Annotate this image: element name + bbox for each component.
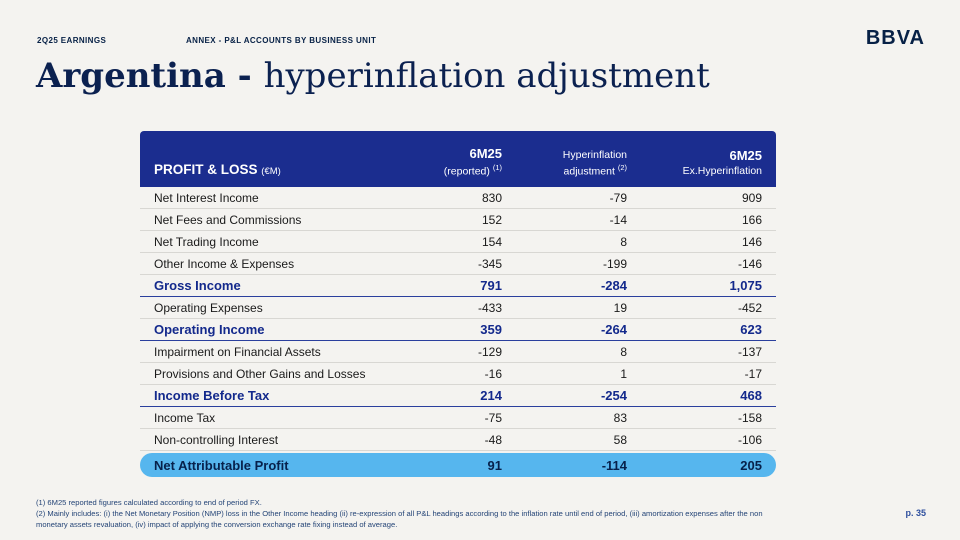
header-adjustment-line2: adjustment (2) [502, 163, 627, 179]
cell-adjustment: 19 [613, 300, 627, 315]
header-adjustment-line1: Hyperinflation [562, 149, 627, 162]
cell-reported: -433 [477, 300, 502, 315]
cell-reported: 791 [480, 278, 502, 293]
cell-adjustment: -79 [609, 190, 627, 205]
cell-adjustment: 83 [613, 410, 627, 425]
header-currency-unit: (€M) [261, 166, 281, 178]
table-row: Gross Income 791 -284 1,075 [140, 275, 776, 297]
header-reported-label: (reported) [443, 165, 490, 178]
header-adjustment-label: adjustment [563, 165, 615, 178]
row-label: Gross Income [154, 278, 241, 293]
header-ex-hyperinflation: 6M25 Ex.Hyperinflation [627, 148, 762, 179]
title-country: Argentina - [36, 56, 264, 96]
row-label: Income Tax [154, 410, 216, 425]
cell-ex-hyperinflation: 166 [741, 212, 762, 227]
cell-adjustment: -284 [600, 278, 627, 293]
cell-reported: -48 [484, 432, 502, 447]
table-row: Income Tax -75 83 -158 [140, 407, 776, 429]
header-ex-label: Ex.Hyperinflation [682, 165, 762, 178]
header-footnote-ref-1: (1) [492, 162, 502, 172]
table-row: Provisions and Other Gains and Losses -16… [140, 363, 776, 385]
cell-ex-hyperinflation: 468 [740, 388, 762, 403]
header-ex-period: 6M25 [729, 148, 762, 164]
header-adjustment: Hyperinflation adjustment (2) [502, 149, 627, 179]
cell-adjustment: 58 [613, 432, 627, 447]
cell-adjustment: 8 [620, 344, 627, 359]
cell-ex-hyperinflation: -146 [737, 256, 762, 271]
cell-adjustment: -254 [600, 388, 627, 403]
table-row: Net Interest Income 830 -79 909 [140, 187, 776, 209]
cell-adjustment: -114 [601, 457, 627, 473]
page-number: p. 35 [905, 508, 926, 518]
page-title: Argentina - hyperinflation adjustment [36, 56, 710, 96]
row-label: Non-controlling Interest [154, 432, 279, 447]
row-label: Net Interest Income [154, 190, 259, 205]
table-header: PROFIT & LOSS (€M) 6M25 (reported) (1) H… [140, 131, 776, 187]
cell-ex-hyperinflation: -106 [737, 432, 762, 447]
row-label: Operating Expenses [154, 300, 263, 315]
footnote-2: (2) Mainly includes: (i) the Net Monetar… [36, 509, 763, 529]
footnote-1: (1) 6M25 reported figures calculated acc… [36, 498, 262, 507]
header-profit-loss-label: PROFIT & LOSS [154, 162, 258, 178]
cell-reported: -129 [477, 344, 502, 359]
cell-reported: 830 [481, 190, 502, 205]
cell-reported: 152 [481, 212, 502, 227]
cell-reported: 91 [487, 457, 502, 473]
cell-adjustment: -14 [609, 212, 627, 227]
table-row: Other Income & Expenses -345 -199 -146 [140, 253, 776, 275]
header-reported-sub: (reported) (1) [402, 163, 502, 179]
row-label: Net Attributable Profit [154, 457, 289, 473]
cell-ex-hyperinflation: -17 [744, 366, 762, 381]
table-row: Income Before Tax 214 -254 468 [140, 385, 776, 407]
row-label: Other Income & Expenses [154, 256, 295, 271]
header-footnote-ref-2: (2) [617, 162, 627, 172]
header-reported-period: 6M25 [469, 145, 502, 161]
cell-reported: 214 [480, 388, 502, 403]
cell-ex-hyperinflation: -137 [737, 344, 762, 359]
cell-ex-hyperinflation: 623 [740, 322, 762, 337]
cell-adjustment: 8 [620, 234, 627, 249]
title-subject: hyperinflation adjustment [263, 56, 710, 96]
bbva-logo: BBVA [865, 27, 925, 49]
cell-reported: 359 [480, 322, 502, 337]
cell-ex-hyperinflation: 909 [741, 190, 762, 205]
footnotes: (1) 6M25 reported figures calculated acc… [36, 497, 781, 530]
pl-table: PROFIT & LOSS (€M) 6M25 (reported) (1) H… [140, 131, 776, 477]
cell-ex-hyperinflation: 146 [741, 234, 762, 249]
cell-adjustment: 1 [620, 366, 627, 381]
eyebrow-quarter: 2Q25 EARNINGS [37, 36, 107, 45]
cell-adjustment: -199 [602, 256, 627, 271]
pl-table-body: Net Interest Income 830 -79 909 Net Fees and… [140, 187, 776, 477]
cell-reported: -75 [484, 410, 502, 425]
cell-ex-hyperinflation: -452 [737, 300, 762, 315]
cell-ex-hyperinflation: 1,075 [729, 278, 762, 293]
cell-reported: -345 [477, 256, 502, 271]
cell-ex-hyperinflation: -158 [737, 410, 762, 425]
table-row: Impairment on Financial Assets -129 8 -137 [140, 341, 776, 363]
row-label: Operating Income [154, 322, 265, 337]
cell-adjustment: -264 [600, 322, 627, 337]
eyebrow-section: ANNEX - P&L ACCOUNTS BY BUSINESS UNIT [186, 36, 377, 45]
header-reported: 6M25 (reported) (1) [402, 146, 502, 179]
row-label: Net Trading Income [154, 234, 259, 249]
table-row: Net Attributable Profit 91 -114 205 [140, 453, 776, 477]
row-label: Provisions and Other Gains and Losses [154, 366, 366, 381]
table-row: Non-controlling Interest -48 58 -106 [140, 429, 776, 451]
cell-reported: 154 [481, 234, 502, 249]
table-row: Net Fees and Commissions 152 -14 166 [140, 209, 776, 231]
table-row: Net Trading Income 154 8 146 [140, 231, 776, 253]
header-profit-loss: PROFIT & LOSS (€M) [154, 161, 402, 179]
cell-reported: -16 [484, 366, 502, 381]
table-row: Operating Expenses -433 19 -452 [140, 297, 776, 319]
cell-ex-hyperinflation: 205 [740, 457, 762, 473]
row-label: Income Before Tax [154, 388, 270, 403]
row-label: Impairment on Financial Assets [154, 344, 321, 359]
row-label: Net Fees and Commissions [154, 212, 302, 227]
table-row: Operating Income 359 -264 623 [140, 319, 776, 341]
